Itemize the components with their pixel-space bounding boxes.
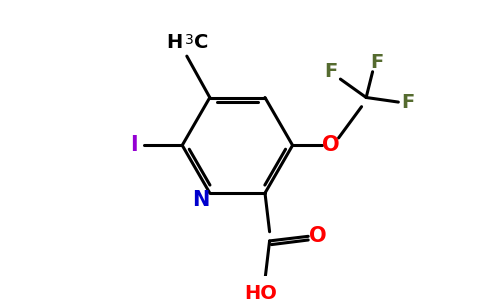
Text: F: F [371,53,384,72]
Text: C: C [194,33,209,52]
Text: H: H [166,33,182,52]
Text: HO: HO [244,284,277,300]
Text: 3: 3 [185,33,194,47]
Text: O: O [322,135,340,155]
Text: I: I [131,135,138,155]
Text: O: O [309,226,326,246]
Text: F: F [325,62,338,81]
Text: N: N [192,190,209,211]
Text: F: F [401,93,414,112]
